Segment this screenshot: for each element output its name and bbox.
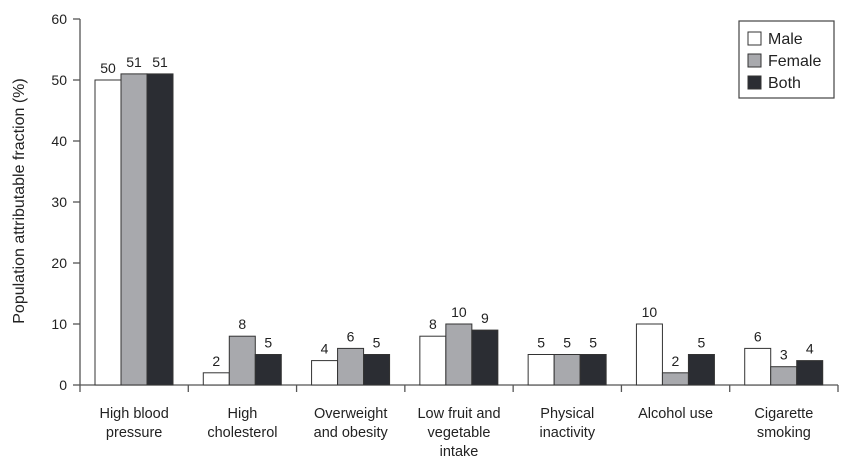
category-label-line: vegetable [428,425,491,441]
bar-male [527,354,555,386]
y-tick-label: 0 [59,377,67,393]
bar-value-label: 10 [451,304,467,320]
bar-female [661,372,689,386]
bar-female [228,335,256,386]
category-label-line: smoking [757,425,811,441]
legend-swatch-female [747,53,762,68]
category-label-line: Alcohol use [638,406,713,422]
legend-label: Female [768,53,821,70]
category-label-line: pressure [106,425,162,441]
y-tick-label: 60 [51,11,67,27]
y-tick-label: 20 [51,255,67,271]
bar-female [120,73,148,386]
bar-value-label: 4 [806,341,814,357]
bar-both [471,329,499,386]
legend-label: Male [768,31,803,48]
category-label: Low fruit and vegetable intake [417,406,500,459]
legend: Male Female Both [738,20,835,99]
bar-value-label: 6 [347,328,355,344]
y-tick-label: 50 [51,72,67,88]
category-label-line: Cigarette [754,406,813,422]
legend-swatch-both [747,75,762,90]
bar-value-label: 8 [238,316,246,332]
category-label-line: Low fruit and [417,406,500,422]
bar-both [687,354,715,386]
bar-value-label: 5 [589,335,597,351]
bar-female [770,366,798,386]
bar-both [146,73,174,386]
category-label-line: cholesterol [207,425,277,441]
category-label-line: Overweight [314,406,387,422]
bar-male [94,79,122,386]
category-label-line: intake [440,444,479,459]
legend-label: Both [768,75,801,92]
bar-value-label: 50 [100,60,116,76]
bar-value-label: 5 [264,335,272,351]
bar-value-label: 5 [563,335,571,351]
category-label-line: High blood [99,406,168,422]
bar-value-label: 6 [754,328,762,344]
legend-swatch-male [747,31,762,46]
bar-female [445,323,473,386]
bar-both [363,354,391,386]
bar-value-label: 2 [672,353,680,369]
bar-female [553,354,581,386]
bar-value-label: 51 [126,54,142,70]
category-label-line: and obesity [314,425,389,441]
category-label: Physical inactivity [539,406,595,441]
bar-value-label: 5 [537,335,545,351]
bar-value-label: 3 [780,347,788,363]
category-label: Cigarette smoking [754,406,813,441]
category-label-line: inactivity [539,425,595,441]
bar-both [796,360,824,386]
bar-both [579,354,607,386]
bar-value-label: 5 [698,335,706,351]
category-label: Alcohol use [638,406,713,422]
bar-both [254,354,282,386]
bar-value-label: 10 [642,304,658,320]
bar-male [419,335,447,386]
bar-value-label: 4 [321,341,329,357]
y-tick-label: 40 [51,133,67,149]
bar-value-label: 8 [429,316,437,332]
bar-female [337,347,365,386]
y-tick-label: 10 [51,316,67,332]
bar-value-label: 51 [152,54,168,70]
bar-male [744,347,772,386]
y-axis: 0 10 20 30 40 50 60 [51,11,81,393]
x-axis: High blood pressure High cholesterol Overwei… [79,384,839,459]
bar-male [202,372,230,386]
bar-value-label: 5 [373,335,381,351]
category-label: Overweight and obesity [314,406,389,441]
bar-male [311,360,339,386]
bar-male [635,323,663,386]
bar-value-label: 2 [212,353,220,369]
bars [94,73,824,386]
category-label: High cholesterol [207,406,277,441]
category-label-line: High [228,406,258,422]
category-label-line: Physical [540,406,594,422]
bar-value-label: 9 [481,310,489,326]
category-label: High blood pressure [99,406,168,441]
y-axis-title: Population attributable fraction (%) [11,78,28,323]
y-tick-label: 30 [51,194,67,210]
